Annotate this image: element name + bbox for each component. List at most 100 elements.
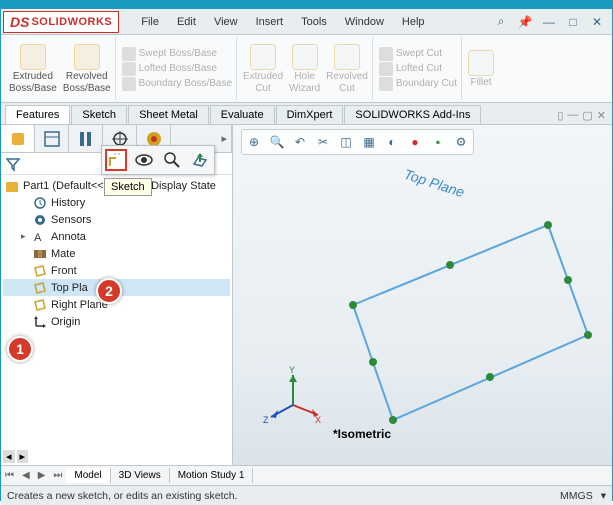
viewport[interactable]: ⊕ 🔍 ↶ ✂ ◫ ▦ ◐ ● ▪ ⚙ Top Plane X Y Z *Iso…: [233, 125, 612, 465]
boundary-boss-icon: [122, 77, 136, 91]
maximize-icon[interactable]: □: [564, 13, 582, 31]
menu-insert[interactable]: Insert: [248, 12, 292, 32]
logo-glyph: DS: [10, 14, 29, 30]
lofted-cut-icon: [379, 62, 393, 76]
logo-text: SOLIDWORKS: [31, 16, 112, 28]
bottom-tab-model[interactable]: Model: [66, 468, 110, 483]
extruded-boss-button[interactable]: Extruded Boss/Base: [9, 44, 57, 94]
revolved-boss-button[interactable]: Revolved Boss/Base: [63, 44, 111, 94]
revolved-cut-button[interactable]: RevolvedCut: [326, 44, 368, 94]
context-sketch-button[interactable]: [105, 149, 127, 171]
statusbar: Creates a new sketch, or edits an existi…: [1, 485, 612, 505]
hole-wizard-button[interactable]: HoleWizard: [289, 44, 320, 94]
sketch-icon: [108, 152, 124, 168]
command-tabbar: Features Sketch Sheet Metal Evaluate Dim…: [1, 103, 612, 125]
fillet-button[interactable]: Fillet: [468, 50, 494, 88]
plane-handle[interactable]: [564, 276, 572, 284]
menu-file[interactable]: File: [133, 12, 167, 32]
tab-nav-first-icon[interactable]: ⏮: [1, 470, 18, 481]
bottom-tab-3dviews[interactable]: 3D Views: [111, 468, 170, 483]
svg-text:X: X: [315, 415, 321, 425]
status-units[interactable]: MMGS: [560, 490, 593, 502]
bottom-tab-motion[interactable]: Motion Study 1: [170, 468, 254, 483]
tab-nav-last-icon[interactable]: ⏭: [49, 470, 66, 481]
tab-nav-next-icon[interactable]: ▶: [34, 470, 50, 481]
context-tooltip: Sketch: [104, 178, 152, 196]
panel-tab-property[interactable]: [35, 125, 69, 152]
tab-addins[interactable]: SOLIDWORKS Add-Ins: [344, 105, 481, 124]
minimize-icon[interactable]: —: [540, 13, 558, 31]
panel-tab-config[interactable]: [69, 125, 103, 152]
context-normal-to-button[interactable]: [189, 149, 211, 171]
plane-handle[interactable]: [349, 301, 357, 309]
history-icon: [33, 196, 47, 210]
swept-boss-button[interactable]: Swept Boss/Base: [122, 47, 232, 61]
scroll-left-icon[interactable]: ◂: [3, 450, 15, 463]
material-icon: [33, 247, 47, 261]
revolved-cut-icon: [334, 44, 360, 70]
status-chevron-icon[interactable]: ▾: [601, 490, 606, 502]
sensors-icon: [33, 213, 47, 227]
svg-text:Y: Y: [289, 365, 295, 375]
menu-view[interactable]: View: [206, 12, 246, 32]
tab-features[interactable]: Features: [5, 105, 70, 124]
origin-icon: [33, 315, 47, 329]
tab-sketch[interactable]: Sketch: [71, 105, 127, 124]
context-zoom-button[interactable]: [161, 149, 183, 171]
extruded-cut-button[interactable]: ExtrudedCut: [243, 44, 283, 94]
tree-item-material[interactable]: Mate: [3, 245, 230, 262]
property-icon: [43, 130, 61, 148]
plane-handle[interactable]: [369, 358, 377, 366]
tab-sheet-metal[interactable]: Sheet Metal: [128, 105, 209, 124]
tree-item-origin[interactable]: Origin: [3, 313, 230, 330]
ribbon-group-boss: Extruded Boss/Base Revolved Boss/Base: [5, 37, 116, 100]
lofted-cut-button[interactable]: Lofted Cut: [379, 62, 457, 76]
pin-icon[interactable]: 📌: [516, 13, 534, 31]
tabbar-expand-icon[interactable]: ▯: [557, 109, 563, 122]
plane-handle[interactable]: [486, 373, 494, 381]
lofted-boss-icon: [122, 62, 136, 76]
menu-edit[interactable]: Edit: [169, 12, 204, 32]
zoom-icon: [164, 152, 180, 168]
tab-nav-prev-icon[interactable]: ◀: [18, 470, 34, 481]
close-icon[interactable]: ✕: [588, 13, 606, 31]
tabbar-close-icon[interactable]: ✕: [597, 109, 606, 122]
swept-cut-button[interactable]: Swept Cut: [379, 47, 457, 61]
titlebar: [1, 1, 612, 9]
search-icon[interactable]: ⌕: [492, 13, 510, 31]
menu-help[interactable]: Help: [394, 12, 433, 32]
tree-item-sensors[interactable]: Sensors: [3, 211, 230, 228]
plane-handle[interactable]: [389, 416, 397, 424]
tab-evaluate[interactable]: Evaluate: [210, 105, 275, 124]
lofted-boss-button[interactable]: Lofted Boss/Base: [122, 62, 232, 76]
panel-tab-feature-tree[interactable]: [1, 125, 35, 152]
menu-window[interactable]: Window: [337, 12, 392, 32]
tree-item-annotations[interactable]: ▸AAnnota: [3, 228, 230, 245]
tree-item-history[interactable]: History: [3, 194, 230, 211]
normal-to-icon: [192, 152, 208, 168]
scroll-right-icon[interactable]: ▸: [17, 450, 29, 463]
plane-handle[interactable]: [584, 331, 592, 339]
extruded-cut-icon: [250, 44, 276, 70]
callout-2: 2: [96, 278, 122, 304]
status-message: Creates a new sketch, or edits an existi…: [7, 490, 238, 502]
plane-handle[interactable]: [446, 261, 454, 269]
plane-icon: [33, 264, 47, 278]
svg-text:A: A: [34, 232, 42, 244]
menu-tools[interactable]: Tools: [293, 12, 335, 32]
tab-dimxpert[interactable]: DimXpert: [276, 105, 344, 124]
context-show-button[interactable]: [133, 149, 155, 171]
filter-icon[interactable]: [5, 156, 21, 172]
workarea: ▸ Part1 (Default<<Default>_Display State…: [1, 125, 612, 465]
eye-icon: [135, 153, 153, 167]
plane-handle[interactable]: [544, 221, 552, 229]
revolved-boss-icon: [74, 44, 100, 70]
tabbar-minimize-icon[interactable]: —: [567, 109, 578, 122]
ribbon: Extruded Boss/Base Revolved Boss/Base Sw…: [1, 35, 612, 103]
svg-text:Z: Z: [263, 415, 269, 425]
boundary-cut-button[interactable]: Boundary Cut: [379, 77, 457, 91]
tabbar-controls: ▯ — ▢ ✕: [551, 107, 612, 124]
boundary-boss-button[interactable]: Boundary Boss/Base: [122, 77, 232, 91]
tabbar-restore-icon[interactable]: ▢: [582, 109, 592, 122]
tree-item-front-plane[interactable]: Front: [3, 262, 230, 279]
